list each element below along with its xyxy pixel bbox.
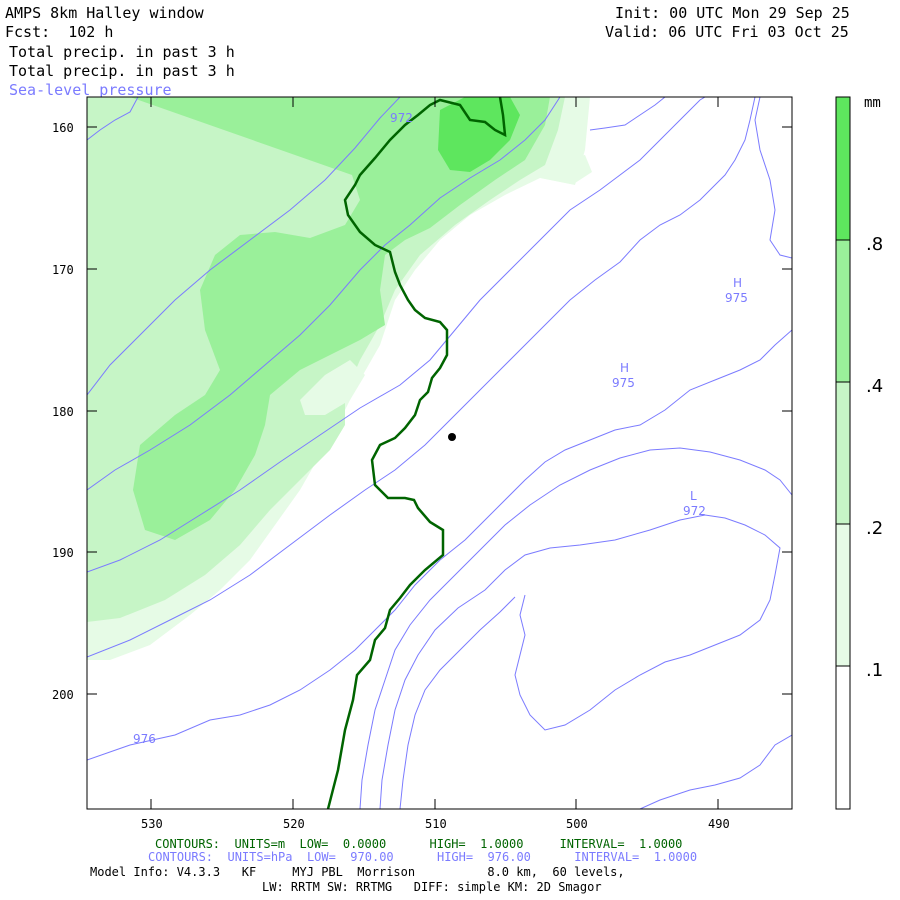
y-axis bbox=[87, 126, 792, 695]
slp-label: 976 bbox=[133, 732, 156, 746]
colorbar-swatch bbox=[835, 523, 851, 667]
slp-label: 972 bbox=[390, 111, 413, 125]
slp-contour bbox=[589, 97, 666, 131]
slp-label: L bbox=[690, 489, 697, 503]
slp-contour bbox=[87, 329, 792, 761]
precip-band-01-patch bbox=[555, 155, 592, 183]
colorbar-swatch bbox=[835, 665, 851, 810]
y-tick-label: 200 bbox=[52, 688, 74, 702]
slp-contour bbox=[754, 97, 792, 259]
slp-contour bbox=[359, 447, 792, 809]
init-time: Init: 00 UTC Mon 29 Sep 25 bbox=[615, 4, 850, 22]
model-info-physics: LW: RRTM SW: RRTMG DIFF: simple KM: 2D S… bbox=[262, 880, 602, 894]
map-title: AMPS 8km Halley window bbox=[5, 4, 204, 22]
colorbar bbox=[835, 96, 851, 810]
contour-info-terrain: CONTOURS: UNITS=m LOW= 0.0000 HIGH= 1.00… bbox=[155, 837, 683, 851]
x-tick-label: 500 bbox=[566, 817, 588, 831]
terrain-contour-line bbox=[326, 97, 507, 809]
plot-frame bbox=[86, 96, 793, 810]
x-tick-label: 530 bbox=[141, 817, 163, 831]
slp-contour bbox=[87, 97, 706, 573]
field-label-slp: Sea-level pressure bbox=[9, 81, 172, 99]
precip-shading bbox=[87, 97, 592, 660]
x-tick-label: 510 bbox=[425, 817, 447, 831]
colorbar-label: .1 bbox=[866, 660, 883, 681]
contour-info-slp: CONTOURS: UNITS=hPa LOW= 970.00 HIGH= 97… bbox=[148, 850, 698, 864]
slp-label: 975 bbox=[612, 376, 635, 390]
field-label-1: Total precip. in past 3 h bbox=[9, 43, 235, 61]
y-tick-label: 170 bbox=[52, 263, 74, 277]
terrain-contour bbox=[326, 97, 507, 809]
slp-contour bbox=[639, 734, 792, 809]
slp-label: H bbox=[733, 276, 742, 290]
colorbar-swatch bbox=[835, 381, 851, 525]
colorbar-label: .2 bbox=[866, 518, 883, 539]
precip-band-04 bbox=[130, 97, 550, 540]
slp-label: H bbox=[620, 361, 629, 375]
y-tick-label: 160 bbox=[52, 121, 74, 135]
forecast-hour: Fcst: 102 h bbox=[5, 23, 114, 41]
field-label-2: Total precip. in past 3 h bbox=[9, 62, 235, 80]
colorbar-unit: mm bbox=[864, 95, 881, 111]
colorbar-label: .4 bbox=[866, 376, 883, 397]
slp-contours bbox=[87, 97, 792, 809]
precip-band-08 bbox=[438, 97, 520, 172]
station-marker bbox=[448, 433, 456, 441]
colorbar-label: .8 bbox=[866, 234, 883, 255]
slp-contour bbox=[87, 97, 401, 396]
slp-contour bbox=[379, 514, 781, 809]
colorbar-swatch bbox=[835, 96, 851, 241]
model-info: Model Info: V4.3.3 KF MYJ PBL Morrison 8… bbox=[90, 865, 625, 879]
y-tick-label: 180 bbox=[52, 405, 74, 419]
slp-contour bbox=[399, 596, 516, 809]
slp-labels: 972 H 975 H 975 L 972 976 bbox=[133, 111, 748, 746]
colorbar-swatch bbox=[835, 239, 851, 383]
slp-label: 975 bbox=[725, 291, 748, 305]
precip-band-02-hole bbox=[300, 360, 365, 415]
slp-label: 972 bbox=[683, 504, 706, 518]
x-axis bbox=[150, 97, 719, 809]
x-tick-label: 520 bbox=[283, 817, 305, 831]
valid-time: Valid: 06 UTC Fri 03 Oct 25 bbox=[605, 23, 849, 41]
slp-contour bbox=[87, 97, 139, 141]
x-tick-label: 490 bbox=[708, 817, 730, 831]
slp-contour bbox=[87, 97, 561, 491]
y-tick-label: 190 bbox=[52, 546, 74, 560]
slp-contour bbox=[87, 97, 756, 658]
